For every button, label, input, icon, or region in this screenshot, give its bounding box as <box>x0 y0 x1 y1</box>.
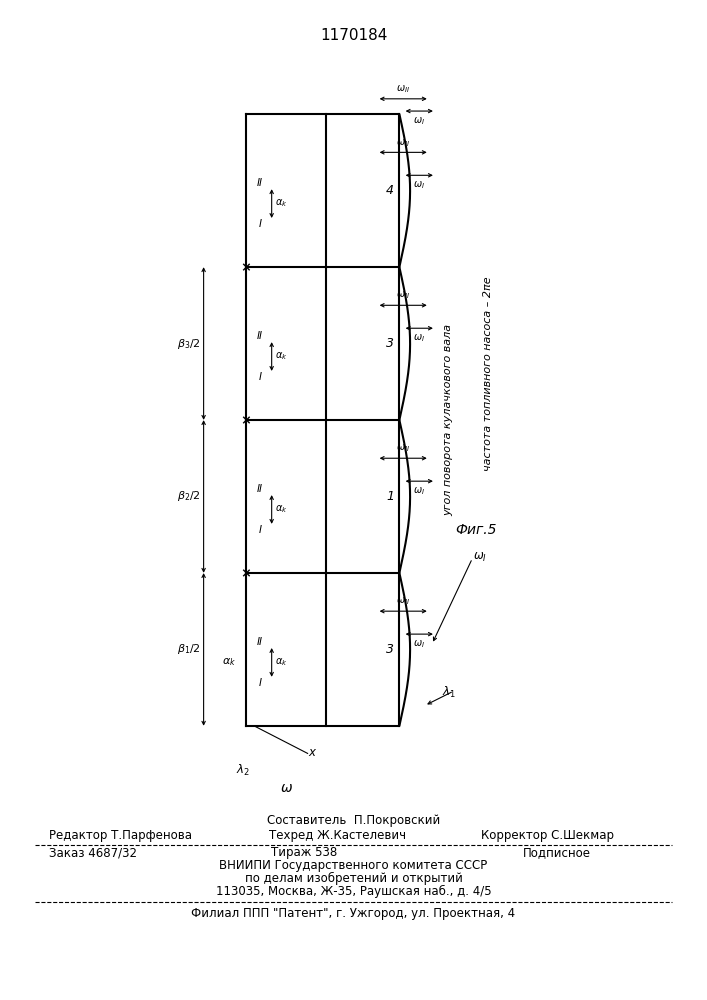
Text: частота топливного насоса – 2πe: частота топливного насоса – 2πe <box>483 277 493 471</box>
Text: $x$: $x$ <box>308 746 317 759</box>
Text: Редактор Т.Парфенова: Редактор Т.Парфенова <box>49 829 192 842</box>
Text: I: I <box>259 372 262 382</box>
Text: угол поворота кулачкового вала: угол поворота кулачкового вала <box>443 324 453 516</box>
Text: II: II <box>257 484 263 494</box>
Text: 3: 3 <box>386 337 395 350</box>
Text: II: II <box>257 178 263 188</box>
Text: $\omega$: $\omega$ <box>280 781 293 795</box>
Text: $\omega_{II}$: $\omega_{II}$ <box>396 596 410 607</box>
Text: 1170184: 1170184 <box>320 27 387 42</box>
Text: Заказ 4687/32: Заказ 4687/32 <box>49 846 137 859</box>
Text: $\alpha_k$: $\alpha_k$ <box>275 657 288 668</box>
Text: I: I <box>259 678 262 688</box>
Text: Тираж 538: Тираж 538 <box>271 846 337 859</box>
Text: по делам изобретений и открытий: по делам изобретений и открытий <box>245 872 462 885</box>
Text: 4: 4 <box>386 184 395 197</box>
Text: $\omega_I$: $\omega_I$ <box>414 179 425 191</box>
Text: II: II <box>257 331 263 341</box>
Text: $\omega_{II}$: $\omega_{II}$ <box>396 137 410 149</box>
Text: Филиал ППП "Патент", г. Ужгород, ул. Проектная, 4: Филиал ППП "Патент", г. Ужгород, ул. Про… <box>192 907 515 920</box>
Text: $\omega_I$: $\omega_I$ <box>473 551 487 564</box>
Text: $\alpha_k$: $\alpha_k$ <box>275 198 288 209</box>
Text: $\alpha_k$: $\alpha_k$ <box>275 504 288 515</box>
Text: $\beta_3/2$: $\beta_3/2$ <box>177 337 200 351</box>
Text: $\alpha_k$: $\alpha_k$ <box>275 351 288 362</box>
Text: I: I <box>259 219 262 229</box>
Text: Подписное: Подписное <box>523 846 591 859</box>
Text: ВНИИПИ Государственного комитета СССР: ВНИИПИ Государственного комитета СССР <box>219 859 488 872</box>
Text: $\omega_{II}$: $\omega_{II}$ <box>396 290 410 301</box>
Text: $\omega_I$: $\omega_I$ <box>414 332 425 344</box>
Text: $\omega_I$: $\omega_I$ <box>414 638 425 650</box>
Text: $\omega_{II}$: $\omega_{II}$ <box>396 443 410 454</box>
Text: $\alpha_k$: $\alpha_k$ <box>222 656 235 668</box>
Text: 113035, Москва, Ж-35, Раушская наб., д. 4/5: 113035, Москва, Ж-35, Раушская наб., д. … <box>216 885 491 898</box>
Text: 3: 3 <box>386 643 395 656</box>
Text: $\omega_{II}$: $\omega_{II}$ <box>396 83 410 95</box>
Text: $\omega_I$: $\omega_I$ <box>414 485 425 497</box>
Text: $\lambda_1$: $\lambda_1$ <box>442 685 456 700</box>
Text: $\beta_2/2$: $\beta_2/2$ <box>177 489 200 503</box>
Text: Техред Ж.Кастелевич: Техред Ж.Кастелевич <box>269 829 406 842</box>
Text: $\omega_I$: $\omega_I$ <box>414 115 425 127</box>
Text: II: II <box>257 637 263 647</box>
Text: $\beta_1/2$: $\beta_1/2$ <box>177 642 200 656</box>
Text: $\lambda_2$: $\lambda_2$ <box>236 763 250 778</box>
Text: 1: 1 <box>386 490 395 503</box>
Text: Корректор С.Шекмар: Корректор С.Шекмар <box>481 829 614 842</box>
Text: Фиг.5: Фиг.5 <box>455 523 496 537</box>
Text: Составитель  П.Покровский: Составитель П.Покровский <box>267 814 440 827</box>
Text: I: I <box>259 525 262 535</box>
